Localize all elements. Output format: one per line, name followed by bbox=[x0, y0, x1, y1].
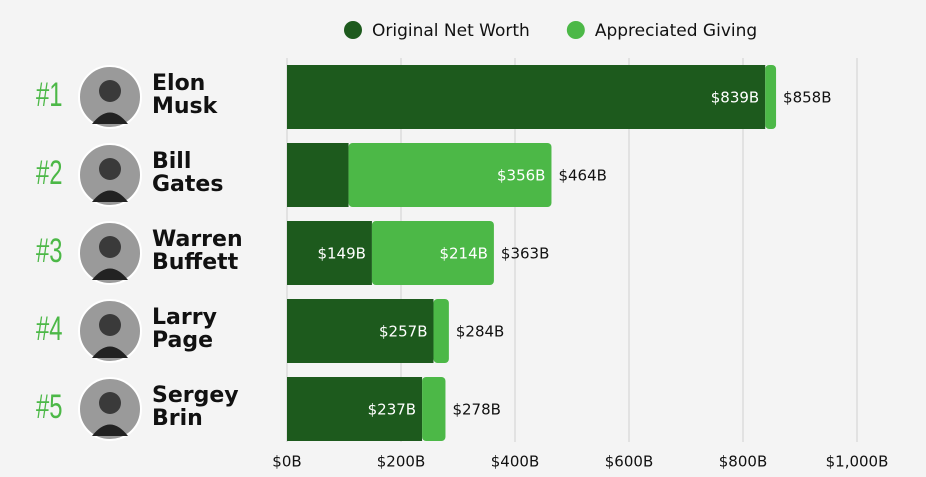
portrait-body bbox=[92, 190, 128, 202]
bar-segment bbox=[287, 299, 434, 363]
bar-segment bbox=[371, 221, 494, 285]
person-name: Bill Gates bbox=[152, 149, 224, 197]
total-label: $858B bbox=[783, 89, 831, 107]
value-label: $237B bbox=[368, 401, 416, 419]
legend-label: Original Net Worth bbox=[372, 21, 530, 41]
value-label: $214B bbox=[439, 245, 487, 263]
portrait-body bbox=[92, 424, 128, 436]
rank-label: #2 bbox=[36, 154, 63, 192]
person-name: Sergey Brin bbox=[152, 383, 239, 431]
bar-segment bbox=[287, 221, 372, 285]
person-name: Elon Musk bbox=[152, 71, 218, 119]
portrait-head bbox=[99, 236, 121, 258]
portrait-body bbox=[92, 268, 128, 280]
total-label: $363B bbox=[501, 245, 549, 263]
x-tick-label: $200B bbox=[377, 453, 425, 471]
x-tick-label: $0B bbox=[272, 453, 301, 471]
rank-label: #5 bbox=[36, 388, 63, 426]
legend-label: Appreciated Giving bbox=[595, 21, 757, 41]
total-label: $284B bbox=[456, 323, 504, 341]
value-label: $839B bbox=[711, 89, 759, 107]
value-label: $356B bbox=[497, 167, 545, 185]
bar-segment bbox=[287, 377, 423, 441]
total-label: $464B bbox=[558, 167, 606, 185]
portrait-head bbox=[99, 80, 121, 102]
bar-segment bbox=[287, 65, 766, 129]
bar-segment bbox=[422, 377, 446, 441]
legend-swatch bbox=[566, 21, 585, 39]
rank-label: #4 bbox=[36, 310, 63, 348]
x-tick-label: $800B bbox=[719, 453, 767, 471]
portrait-body bbox=[92, 112, 128, 124]
bar-segment bbox=[287, 143, 349, 207]
rank-label: #3 bbox=[36, 232, 63, 270]
portrait-head bbox=[99, 392, 121, 414]
value-label: $257B bbox=[379, 323, 427, 341]
bar-segment bbox=[348, 143, 552, 207]
person-name: Warren Buffett bbox=[152, 227, 243, 275]
bar-segment bbox=[765, 65, 777, 129]
legend-swatch bbox=[344, 21, 362, 39]
portrait-body bbox=[92, 346, 128, 358]
x-tick-label: $600B bbox=[605, 453, 653, 471]
value-label: $149B bbox=[317, 245, 365, 263]
x-tick-label: $400B bbox=[491, 453, 539, 471]
rank-label: #1 bbox=[36, 76, 63, 114]
bar-segment bbox=[433, 299, 449, 363]
total-label: $278B bbox=[452, 401, 500, 419]
x-tick-label: $1,000B bbox=[826, 453, 889, 471]
portrait-head bbox=[99, 314, 121, 336]
person-name: Larry Page bbox=[152, 305, 217, 353]
portrait-head bbox=[99, 158, 121, 180]
